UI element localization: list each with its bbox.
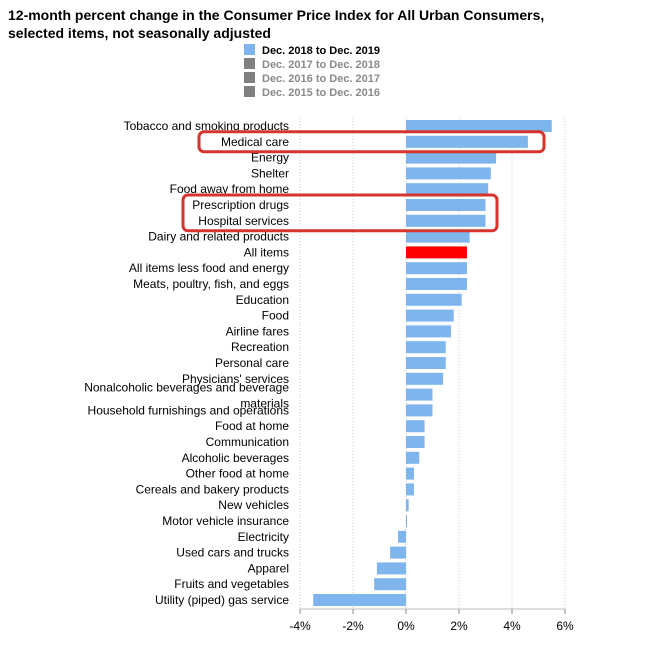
legend-label: Dec. 2016 to Dec. 2017	[262, 73, 381, 85]
category-label: Prescription drugs	[192, 198, 289, 212]
x-tick-label: -2%	[342, 619, 364, 633]
bar	[406, 372, 444, 385]
legend-item[interactable]: Dec. 2015 to Dec. 2016	[244, 86, 380, 100]
category-label: Food away from home	[170, 182, 290, 196]
category-label: Used cars and trucks	[176, 546, 289, 560]
bar	[406, 341, 446, 354]
bar	[406, 135, 528, 148]
x-tick-label: 0%	[397, 619, 415, 633]
category-label: All items	[244, 245, 289, 259]
legend-label: Dec. 2018 to Dec. 2019	[262, 45, 381, 57]
legend-swatch	[244, 44, 255, 55]
category-label: Meats, poultry, fish, and eggs	[133, 277, 289, 291]
chart-title: 12-month percent change in the Consumer …	[8, 7, 545, 41]
category-label: Nonalcoholic beverages and beverage mater…	[84, 381, 289, 411]
bar	[406, 278, 467, 290]
category-label: Electricity	[238, 530, 289, 544]
category-label: Recreation	[231, 340, 289, 354]
x-tick-label: -4%	[289, 619, 311, 633]
category-label: Motor vehicle insurance	[162, 514, 289, 528]
bar	[406, 436, 425, 448]
bar	[406, 309, 454, 322]
category-label: Food	[262, 309, 289, 323]
bar	[398, 530, 406, 543]
category-label: Education	[236, 293, 289, 307]
category-label: Other food at home	[186, 467, 290, 481]
category-label: Fruits and vegetables	[174, 577, 289, 591]
legend-item[interactable]: Dec. 2018 to Dec. 2019	[244, 44, 380, 58]
bar	[406, 357, 446, 369]
bar	[406, 199, 486, 211]
category-label: New vehicles	[218, 498, 289, 512]
category-label: Energy	[251, 151, 289, 165]
x-tick-label: 2%	[450, 619, 468, 633]
bar	[406, 167, 491, 180]
bar	[406, 499, 409, 512]
legend-swatch	[244, 86, 255, 97]
highlight-box	[181, 193, 499, 233]
legend-label: Dec. 2017 to Dec. 2018	[262, 59, 381, 71]
legend-label: Dec. 2015 to Dec. 2016	[262, 87, 381, 99]
category-label: Communication	[206, 435, 289, 449]
x-tick-label: 4%	[503, 619, 521, 633]
bar	[406, 483, 414, 496]
category-label: Alcoholic beverages	[182, 451, 289, 465]
legend-swatch	[244, 72, 255, 83]
bar	[313, 594, 406, 606]
category-label: Household furnishings and operations	[88, 403, 289, 417]
legend-item[interactable]: Dec. 2017 to Dec. 2018	[244, 58, 380, 72]
category-label: Dairy and related products	[148, 230, 289, 244]
bar	[406, 230, 470, 243]
category-label: Utility (piped) gas service	[155, 593, 289, 607]
bar	[390, 546, 406, 559]
bar	[406, 420, 425, 433]
bar	[406, 404, 433, 417]
category-label: All items less food and energy	[129, 261, 289, 275]
category-label: Hospital services	[198, 214, 289, 228]
bar	[406, 293, 462, 306]
bar	[376, 562, 406, 575]
category-label: Airline fares	[226, 324, 289, 338]
bar	[406, 120, 552, 132]
bar	[406, 451, 420, 464]
bar	[374, 578, 406, 591]
category-label: Shelter	[251, 166, 289, 180]
category-label: Cereals and bakery products	[136, 482, 289, 496]
category-label: Tobacco and smoking products	[124, 119, 289, 133]
bar	[406, 325, 452, 338]
bar	[406, 388, 433, 401]
legend-item[interactable]: Dec. 2016 to Dec. 2017	[244, 72, 380, 86]
bar	[406, 246, 467, 259]
x-tick-label: 6%	[556, 619, 574, 633]
highlight-box	[197, 130, 546, 154]
bar	[406, 515, 407, 527]
bar	[406, 183, 489, 196]
category-label: Medical care	[221, 135, 289, 149]
category-label: Apparel	[248, 561, 289, 575]
bar	[406, 467, 414, 480]
bar	[406, 151, 497, 164]
bar	[406, 214, 486, 227]
chart-legend: Dec. 2018 to Dec. 2019 Dec. 2017 to Dec. …	[244, 44, 380, 100]
category-label: Personal care	[215, 356, 289, 370]
category-label: Food at home	[215, 419, 289, 433]
legend-swatch	[244, 58, 255, 69]
bar	[406, 262, 467, 275]
category-label: Physicians' services	[182, 372, 289, 386]
